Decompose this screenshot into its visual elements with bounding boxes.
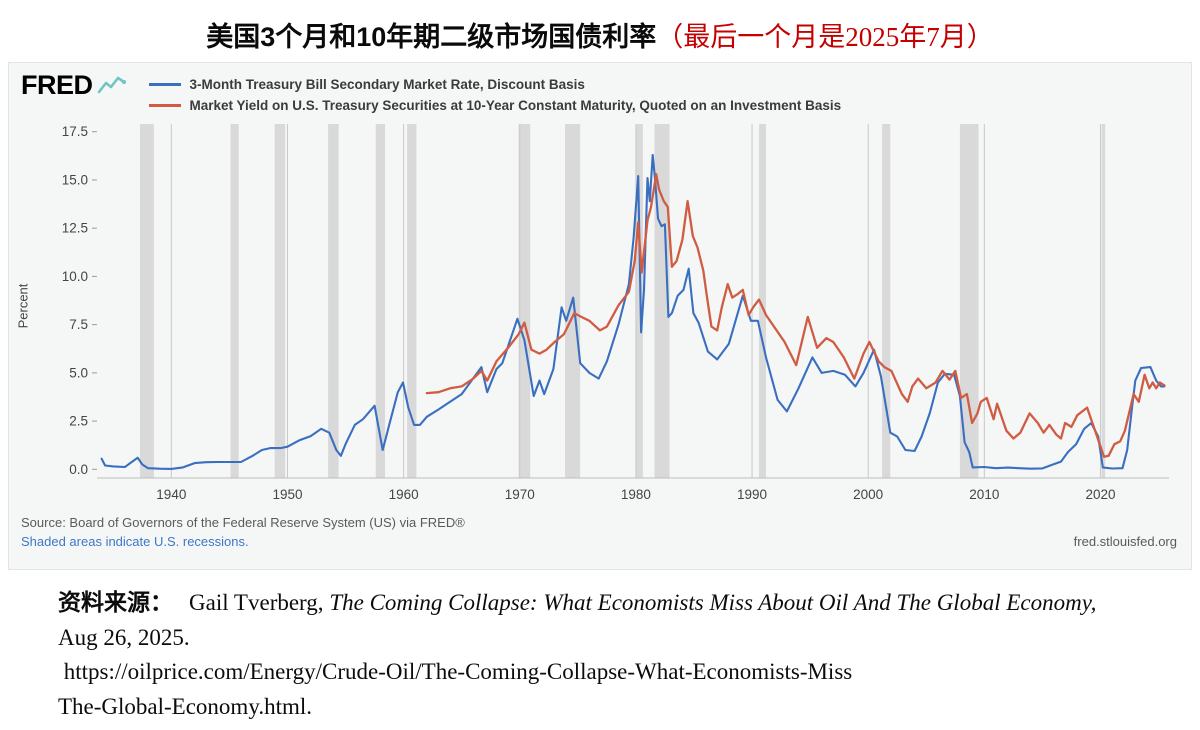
svg-text:2010: 2010 xyxy=(969,487,999,502)
citation-date: Aug 26, 2025. xyxy=(58,624,190,650)
fred-logo-text: FRED xyxy=(21,70,93,100)
citation-author: Gail Tverberg, xyxy=(189,590,330,615)
svg-text:12.5: 12.5 xyxy=(62,221,88,236)
svg-text:7.5: 7.5 xyxy=(69,317,88,332)
page-title: 美国3个月和10年期二级市场国债利率（最后一个月是2025年7月） xyxy=(0,0,1200,58)
svg-text:1980: 1980 xyxy=(621,487,651,502)
chart-legend: 3-Month Treasury Bill Secondary Market R… xyxy=(148,72,842,116)
page-title-main: 美国3个月和10年期二级市场国债利率 xyxy=(206,22,657,52)
legend-item-3m: 3-Month Treasury Bill Secondary Market R… xyxy=(148,74,842,95)
recession-note-link[interactable]: Shaded areas indicate U.S. recessions. xyxy=(21,533,249,549)
svg-text:2000: 2000 xyxy=(853,487,883,502)
legend-label-3m: 3-Month Treasury Bill Secondary Market R… xyxy=(189,77,585,92)
page-title-note: （最后一个月是2025年7月） xyxy=(656,22,994,52)
plot-area: Percent 1940 1950 1960 1970 1980 1990 2000 2010… xyxy=(9,116,1191,508)
chart-footer: Source: Board of Governors of the Federa… xyxy=(9,508,1191,552)
citation-title: The Coming Collapse: What Economists Mis… xyxy=(329,590,1097,615)
fred-logo: FRED xyxy=(21,72,127,99)
svg-text:2.5: 2.5 xyxy=(69,414,88,429)
chart-header: FRED 3-Month Treasury Bill Secondary Mar… xyxy=(9,63,1191,116)
fred-squiggle-icon xyxy=(97,76,126,94)
svg-text:15.0: 15.0 xyxy=(62,172,88,187)
legend-label-10y: Market Yield on U.S. Treasury Securities… xyxy=(189,98,842,113)
svg-text:1960: 1960 xyxy=(389,487,419,502)
fred-chart: FRED 3-Month Treasury Bill Secondary Mar… xyxy=(8,62,1192,570)
svg-text:1990: 1990 xyxy=(737,487,767,502)
legend-swatch-3m xyxy=(148,83,181,86)
svg-text:1970: 1970 xyxy=(505,487,535,502)
footer-left: Source: Board of Governors of the Federa… xyxy=(21,514,465,552)
svg-text:1940: 1940 xyxy=(156,487,186,502)
svg-text:0.0: 0.0 xyxy=(69,462,88,477)
svg-text:17.5: 17.5 xyxy=(62,124,88,139)
source-text: Source: Board of Governors of the Federa… xyxy=(21,515,465,530)
legend-item-10y: Market Yield on U.S. Treasury Securities… xyxy=(148,95,842,116)
svg-text:5.0: 5.0 xyxy=(69,365,88,380)
citation-label: 资料来源： xyxy=(58,590,173,615)
svg-text:2020: 2020 xyxy=(1085,487,1115,502)
citation-url-line1: https://oilprice.com/Energy/Crude-Oil/Th… xyxy=(58,659,853,684)
citation-line: 资料来源： Gail Tverberg, The Coming Collapse:… xyxy=(58,586,1140,655)
y-axis-label: Percent xyxy=(15,283,31,329)
svg-text:10.0: 10.0 xyxy=(62,269,88,284)
citation-url-line2: The-Global-Economy.html. xyxy=(58,693,312,719)
rate-chart-canvas: 1940 1950 1960 1970 1980 1990 2000 2010 2020 0.0 2… xyxy=(62,124,1169,502)
citation: 资料来源： Gail Tverberg, The Coming Collapse:… xyxy=(58,586,1140,724)
fred-site-text: fred.stlouisfed.org xyxy=(1073,533,1177,549)
legend-swatch-10y xyxy=(148,104,181,107)
svg-text:1950: 1950 xyxy=(272,487,302,502)
